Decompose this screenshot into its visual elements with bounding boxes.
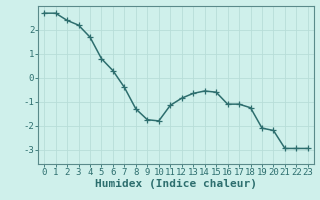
X-axis label: Humidex (Indice chaleur): Humidex (Indice chaleur) [95,179,257,189]
